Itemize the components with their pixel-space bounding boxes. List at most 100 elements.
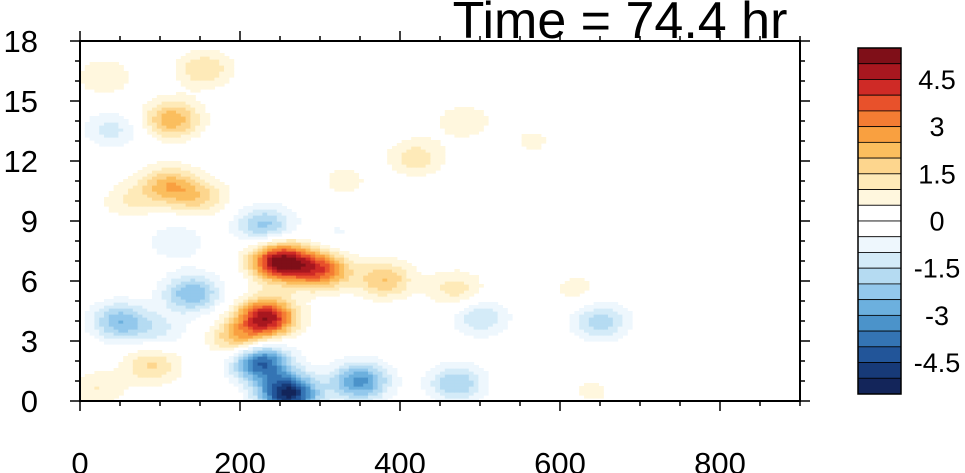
- heatmap-cell: [382, 389, 388, 393]
- heatmap-cell: [142, 359, 148, 363]
- heatmap-cell: [425, 140, 431, 144]
- heatmap-cell: [286, 224, 292, 228]
- heatmap-cell: [286, 209, 292, 213]
- heatmap-cell: [243, 230, 249, 234]
- heatmap-cell: [310, 383, 316, 387]
- heatmap-cell: [224, 314, 230, 318]
- heatmap-cell: [382, 257, 388, 261]
- heatmap-cell: [84, 122, 91, 126]
- heatmap-cell: [320, 284, 326, 288]
- heatmap-cell: [190, 287, 196, 291]
- heatmap-cell: [329, 365, 335, 369]
- heatmap-cell: [281, 395, 287, 399]
- heatmap-cell: [262, 347, 268, 351]
- heatmap-cell: [276, 218, 283, 222]
- heatmap-cell: [348, 269, 355, 273]
- heatmap-cell: [166, 362, 172, 366]
- heatmap-cell: [180, 125, 187, 129]
- heatmap-cell: [430, 275, 436, 279]
- heatmap-cell: [584, 320, 590, 324]
- heatmap-cell: [377, 368, 383, 372]
- heatmap-cell: [128, 323, 134, 327]
- heatmap-cell: [104, 140, 110, 144]
- heatmap-cell: [113, 389, 119, 393]
- heatmap-cell: [180, 167, 187, 171]
- heatmap-cell: [128, 356, 134, 360]
- heatmap-cell: [454, 128, 460, 132]
- heatmap-cell: [272, 212, 278, 216]
- heatmap-cell: [449, 278, 455, 282]
- heatmap-cell: [435, 155, 441, 159]
- heatmap-cell: [252, 356, 259, 360]
- heatmap-cell: [392, 389, 398, 393]
- heatmap-cell: [334, 275, 340, 279]
- heatmap-cell: [118, 317, 124, 321]
- heatmap-cell: [238, 371, 244, 375]
- heatmap-cell: [531, 137, 537, 141]
- heatmap-cell: [473, 119, 479, 123]
- heatmap-cell: [108, 389, 115, 393]
- heatmap-cell: [204, 311, 211, 315]
- heatmap-cell: [315, 272, 321, 276]
- heatmap-cell: [291, 248, 297, 252]
- heatmap-cell: [176, 200, 182, 204]
- heatmap-cell: [526, 146, 532, 150]
- heatmap-cell: [257, 299, 263, 303]
- heatmap-cell: [430, 152, 436, 156]
- heatmap-cell: [593, 311, 599, 315]
- heatmap-cell: [406, 149, 412, 153]
- heatmap-cell: [118, 137, 124, 141]
- heatmap-cell: [464, 125, 470, 129]
- heatmap-cell: [329, 389, 335, 393]
- heatmap-cell: [257, 374, 263, 378]
- heatmap-cell: [430, 383, 436, 387]
- heatmap-cell: [161, 365, 167, 369]
- heatmap-cell: [507, 317, 513, 321]
- heatmap-cell: [281, 290, 287, 294]
- heatmap-cell: [262, 305, 268, 309]
- heatmap-cell: [305, 362, 311, 366]
- heatmap-cell: [473, 125, 479, 129]
- heatmap-cell: [137, 317, 143, 321]
- heatmap-cell: [492, 311, 499, 315]
- heatmap-cell: [320, 290, 326, 294]
- heatmap-cell: [123, 371, 129, 375]
- heatmap-cell: [248, 251, 254, 255]
- heatmap-cell: [195, 203, 201, 207]
- heatmap-cell: [622, 314, 628, 318]
- heatmap-cell: [94, 305, 100, 309]
- heatmap-cell: [267, 233, 273, 237]
- heatmap-cell: [310, 254, 316, 258]
- heatmap-cell: [435, 299, 441, 303]
- heatmap-cell: [449, 362, 455, 366]
- heatmap-cell: [190, 203, 196, 207]
- y-tick-label: 6: [21, 264, 38, 299]
- heatmap-cell: [233, 230, 239, 234]
- heatmap-cell: [272, 365, 278, 369]
- heatmap-cell: [214, 53, 220, 57]
- heatmap-cell: [214, 338, 220, 342]
- heatmap-cell: [180, 278, 187, 282]
- heatmap-cell: [185, 53, 191, 57]
- heatmap-cell: [171, 236, 177, 240]
- heatmap-cell: [89, 86, 95, 90]
- heatmap-cell: [147, 365, 153, 369]
- heatmap-cell: [123, 314, 129, 318]
- heatmap-cell: [478, 314, 484, 318]
- heatmap-cell: [305, 239, 311, 243]
- heatmap-cell: [454, 113, 460, 117]
- heatmap-cell: [156, 317, 163, 321]
- heatmap-cell: [411, 155, 417, 159]
- heatmap-cell: [161, 101, 167, 105]
- heatmap-cell: [161, 323, 167, 327]
- heatmap-cell: [435, 278, 441, 282]
- heatmap-cell: [363, 278, 369, 282]
- heatmap-cell: [334, 188, 340, 192]
- heatmap-cell: [257, 380, 263, 384]
- heatmap-cell: [243, 224, 249, 228]
- heatmap-cell: [372, 380, 379, 384]
- heatmap-cell: [171, 299, 177, 303]
- heatmap-cell: [200, 194, 206, 198]
- heatmap-cell: [492, 308, 499, 312]
- heatmap-cell: [300, 266, 307, 270]
